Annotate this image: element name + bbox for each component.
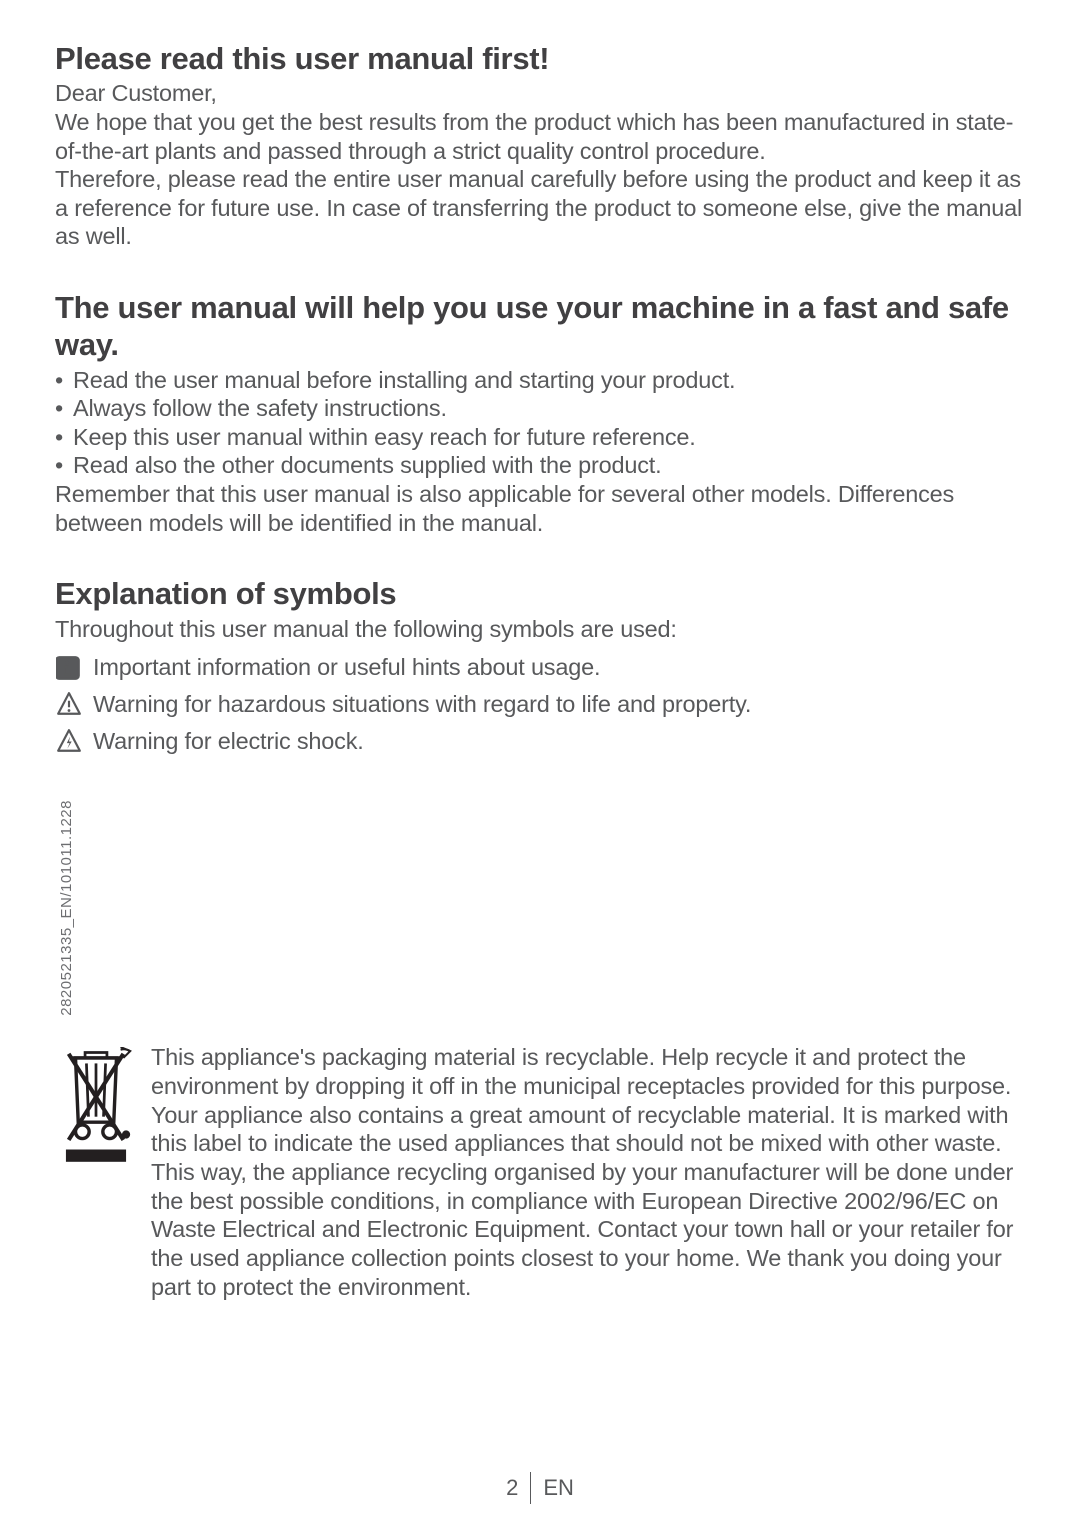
intro-p2: Therefore, please read the entire user m… bbox=[55, 165, 1025, 251]
symbols-heading: Explanation of symbols bbox=[55, 575, 1025, 612]
document-code: 2820521335_EN/101011.1228 bbox=[58, 800, 75, 1016]
page-number: 2 bbox=[506, 1475, 518, 1501]
weee-bin-icon bbox=[55, 1047, 137, 1301]
help-heading: The user manual will help you use your m… bbox=[55, 289, 1025, 363]
info-icon bbox=[55, 654, 83, 682]
symbols-intro: Throughout this user manual the followin… bbox=[55, 615, 1025, 644]
help-after-text: Remember that this user manual is also a… bbox=[55, 480, 1025, 537]
symbol-row-info: Important information or useful hints ab… bbox=[55, 653, 1025, 682]
bullet-item: Read the user manual before installing a… bbox=[55, 366, 1025, 395]
intro-heading: Please read this user manual first! bbox=[55, 40, 1025, 77]
page-lang: EN bbox=[543, 1475, 574, 1501]
weee-section: This appliance's packaging material is r… bbox=[55, 1043, 1025, 1301]
symbols-section: Explanation of symbols Throughout this u… bbox=[55, 575, 1025, 755]
intro-section: Please read this user manual first! Dear… bbox=[55, 40, 1025, 251]
weee-text: This appliance's packaging material is r… bbox=[151, 1043, 1025, 1301]
symbol-row-warning: Warning for hazardous situations with re… bbox=[55, 690, 1025, 719]
help-bullets: Read the user manual before installing a… bbox=[55, 366, 1025, 481]
electric-shock-icon bbox=[55, 727, 83, 755]
page-footer: 2 EN bbox=[0, 1472, 1080, 1504]
footer-divider bbox=[530, 1472, 531, 1504]
bullet-item: Always follow the safety instructions. bbox=[55, 394, 1025, 423]
symbol-text: Warning for hazardous situations with re… bbox=[93, 690, 751, 719]
greeting-text: Dear Customer, bbox=[55, 79, 1025, 108]
symbol-text: Important information or useful hints ab… bbox=[93, 653, 600, 682]
help-section: The user manual will help you use your m… bbox=[55, 289, 1025, 537]
symbol-text: Warning for electric shock. bbox=[93, 727, 364, 756]
bullet-item: Read also the other documents supplied w… bbox=[55, 451, 1025, 480]
bullet-item: Keep this user manual within easy reach … bbox=[55, 423, 1025, 452]
intro-p1: We hope that you get the best results fr… bbox=[55, 108, 1025, 165]
symbol-row-shock: Warning for electric shock. bbox=[55, 727, 1025, 756]
warning-icon bbox=[55, 690, 83, 718]
